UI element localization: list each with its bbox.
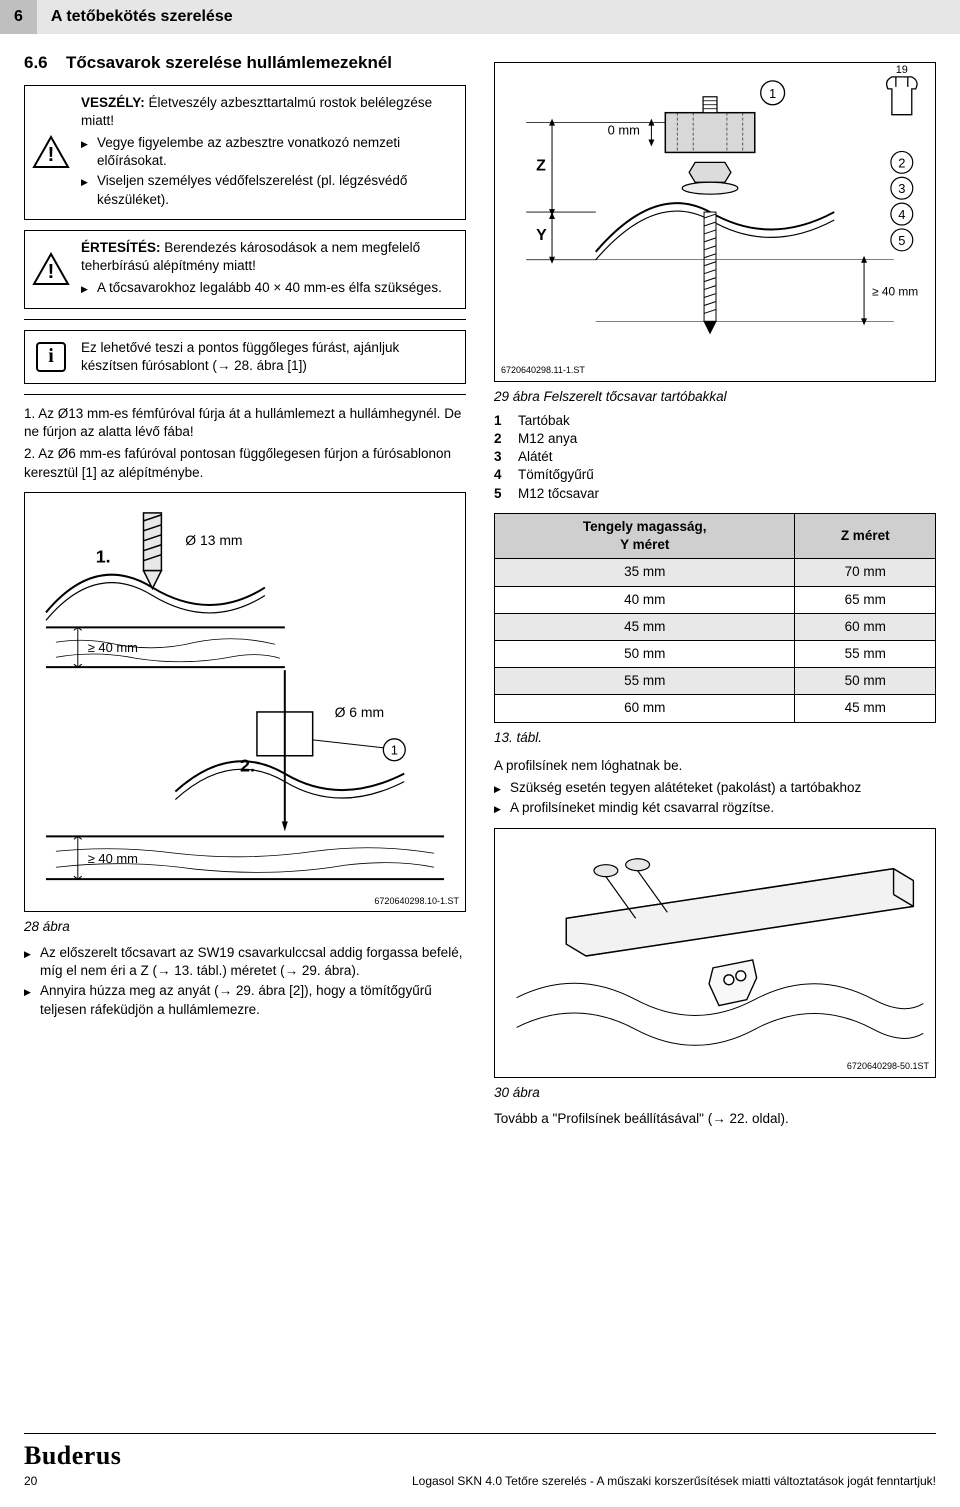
warning-item: Viseljen személyes védőfelszerelést (pl.… xyxy=(81,172,455,208)
left-column: 6.6 Tőcsavarok szerelése hullámlemezekné… xyxy=(24,52,466,1128)
info-icon: i xyxy=(25,331,77,383)
fig28-dia2: Ø 6 mm xyxy=(335,704,385,720)
notice-label: ÉRTESÍTÉS: xyxy=(81,240,161,255)
fig28-label1: 1. xyxy=(96,546,111,566)
section-title: Tőcsavarok szerelése hullámlemezeknél xyxy=(66,52,392,75)
fig29-wrench: 19 xyxy=(896,64,908,76)
table-cell: 50 mm xyxy=(795,668,936,695)
figure-30-caption: 30 ábra xyxy=(494,1084,936,1102)
figure-code: 6720640298-50.1ST xyxy=(847,1060,929,1072)
svg-text:5: 5 xyxy=(898,232,905,247)
warning-box-danger: ! VESZÉLY: Életveszély azbeszttartalmú r… xyxy=(24,85,466,220)
fig29-zero: 0 mm xyxy=(608,122,640,137)
chapter-number: 6 xyxy=(0,0,37,34)
fig28-gte40a: ≥ 40 mm xyxy=(88,640,138,655)
notice-item: A tőcsavarokhoz legalább 40 × 40 mm-es é… xyxy=(81,279,455,297)
section-number: 6.6 xyxy=(24,52,66,75)
page-footer: Buderus 20 Logasol SKN 4.0 Tetőre szerel… xyxy=(24,1433,936,1489)
instruction-bullet: Szükség esetén tegyen alátéteket (pakolá… xyxy=(494,779,936,797)
instruction-bullet: Annyira húzza meg az anyát (→ 29. ábra [… xyxy=(24,982,466,1018)
fig29-c1: 1 xyxy=(769,85,776,100)
instruction-bullet: Az előszerelt tőcsavart az SW19 csavarku… xyxy=(24,944,466,980)
figure-29-legend: 1Tartóbak 2M12 anya 3Alátét 4Tömítőgyűrű… xyxy=(494,412,936,503)
fig28-label2: 2. xyxy=(240,755,255,775)
table-cell: 55 mm xyxy=(795,641,936,668)
figure-code: 6720640298.11-1.ST xyxy=(501,364,585,376)
figure-30: 6720640298-50.1ST xyxy=(494,828,936,1078)
continue-text: Tovább a "Profilsínek beállításával" (→ … xyxy=(494,1110,936,1128)
info-text: Ez lehetővé teszi a pontos függőleges fú… xyxy=(77,331,465,383)
footer-doc-title: Logasol SKN 4.0 Tetőre szerelés - A műsz… xyxy=(412,1473,936,1489)
svg-text:!: ! xyxy=(48,261,55,283)
figure-28: 1. Ø 13 mm xyxy=(24,492,466,912)
legend-item: M12 tőcsavar xyxy=(518,485,599,503)
fig28-dia1: Ø 13 mm xyxy=(185,532,242,548)
dimension-table: Tengely magasság,Y méret Z méret 35 mm70… xyxy=(494,513,936,723)
section-heading: 6.6 Tőcsavarok szerelése hullámlemezekné… xyxy=(24,52,466,75)
warning-triangle-icon: ! xyxy=(25,231,77,308)
info-box: i Ez lehetővé teszi a pontos függőleges … xyxy=(24,330,466,384)
svg-text:!: ! xyxy=(48,144,55,166)
svg-text:3: 3 xyxy=(898,181,905,196)
fig29-Y: Y xyxy=(536,226,547,243)
svg-text:4: 4 xyxy=(898,207,905,222)
table-header-z: Z méret xyxy=(795,513,936,558)
warning-triangle-icon: ! xyxy=(25,86,77,219)
brand-logo: Buderus xyxy=(24,1438,121,1473)
table-header-y: Tengely magasság,Y méret xyxy=(495,513,795,558)
table-cell: 60 mm xyxy=(795,613,936,640)
step-2: 2. Az Ø6 mm-es fafúróval pontosan függől… xyxy=(24,445,466,481)
table-cell: 55 mm xyxy=(495,668,795,695)
instruction-bullet: A profilsíneket mindig két csavarral rög… xyxy=(494,799,936,817)
divider xyxy=(24,394,466,395)
divider xyxy=(24,319,466,320)
table-cell: 70 mm xyxy=(795,559,936,586)
table-caption: 13. tábl. xyxy=(494,729,936,747)
table-cell: 35 mm xyxy=(495,559,795,586)
figure-code: 6720640298.10-1.ST xyxy=(374,895,459,907)
legend-item: Alátét xyxy=(518,448,553,466)
paragraph: A profilsínek nem lóghatnak be. xyxy=(494,757,936,775)
table-cell: 45 mm xyxy=(795,695,936,722)
table-cell: 65 mm xyxy=(795,586,936,613)
legend-item: M12 anya xyxy=(518,430,577,448)
page-number: 20 xyxy=(24,1474,37,1488)
legend-item: Tömítőgyűrű xyxy=(518,466,594,484)
table-cell: 40 mm xyxy=(495,586,795,613)
table-cell: 60 mm xyxy=(495,695,795,722)
table-cell: 45 mm xyxy=(495,613,795,640)
instruction-steps: 1. Az Ø13 mm-es fémfúróval fúrja át a hu… xyxy=(24,405,466,482)
fig28-callout: 1 xyxy=(391,743,398,758)
chapter-title: A tetőbekötés szerelése xyxy=(37,0,960,34)
notice-box: ! ÉRTESÍTÉS: Berendezés károsodások a ne… xyxy=(24,230,466,309)
fig28-gte40b: ≥ 40 mm xyxy=(88,851,138,866)
figure-28-caption: 28 ábra xyxy=(24,918,466,936)
warning-item: Vegye figyelembe az azbesztre vonatkozó … xyxy=(81,134,455,170)
legend-item: Tartóbak xyxy=(518,412,570,430)
figure-29: 19 1 xyxy=(494,62,936,382)
warning-label: VESZÉLY: xyxy=(81,95,145,110)
right-column: 19 1 xyxy=(494,52,936,1128)
figure-29-caption: 29 ábra Felszerelt tőcsavar tartóbakkal xyxy=(494,388,936,406)
chapter-header: 6 A tetőbekötés szerelése xyxy=(0,0,960,34)
fig29-Z: Z xyxy=(536,157,546,174)
svg-text:2: 2 xyxy=(898,155,905,170)
fig29-gte40: ≥ 40 mm xyxy=(872,284,918,298)
table-cell: 50 mm xyxy=(495,641,795,668)
step-1: 1. Az Ø13 mm-es fémfúróval fúrja át a hu… xyxy=(24,405,466,441)
